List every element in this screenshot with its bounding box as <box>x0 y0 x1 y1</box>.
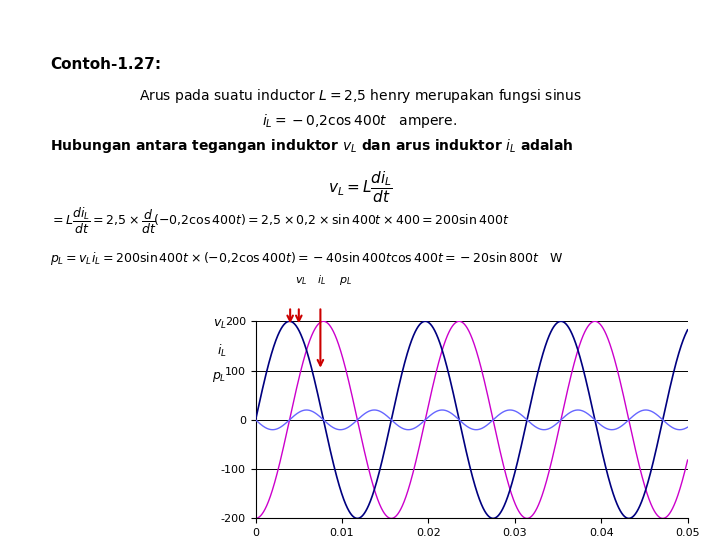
Text: $p_L = v_L i_L = 200\sin 400t \times (-0{,}2\cos 400t) = -40\sin 400t\cos 400t =: $p_L = v_L i_L = 200\sin 400t \times (-0… <box>50 250 564 267</box>
Text: Arus pada suatu inductor $L = 2{,}5$ henry merupakan fungsi sinus: Arus pada suatu inductor $L = 2{,}5$ hen… <box>138 87 582 105</box>
Text: Fungsi Trigonometri: Fungsi Trigonometri <box>198 11 376 29</box>
Text: Contoh-1.27:: Contoh-1.27: <box>50 57 161 72</box>
Text: Hubungan antara tegangan induktor $v_L$ dan arus induktor $i_L$ adalah: Hubungan antara tegangan induktor $v_L$ … <box>50 138 574 156</box>
Text: $i_L = -0{,}2\cos 400t$   ampere.: $i_L = -0{,}2\cos 400t$ ampere. <box>263 112 457 131</box>
Text: $v_L$
$i_L$
$p_L$: $v_L$ $i_L$ $p_L$ <box>212 318 227 384</box>
Text: $p_L$: $p_L$ <box>339 275 352 287</box>
Text: $i_L$: $i_L$ <box>318 274 326 287</box>
Text: $v_L$: $v_L$ <box>294 276 307 287</box>
Text: $v_L = L\dfrac{di_L}{dt}$: $v_L = L\dfrac{di_L}{dt}$ <box>328 170 392 205</box>
Text: $= L\dfrac{di_L}{dt} = 2{,}5 \times \dfrac{d}{dt}\!\left(-0{,}2\cos 400t\right) : $= L\dfrac{di_L}{dt} = 2{,}5 \times \dfr… <box>50 206 510 236</box>
Text: Turunan Fungsi,: Turunan Fungsi, <box>9 8 222 32</box>
